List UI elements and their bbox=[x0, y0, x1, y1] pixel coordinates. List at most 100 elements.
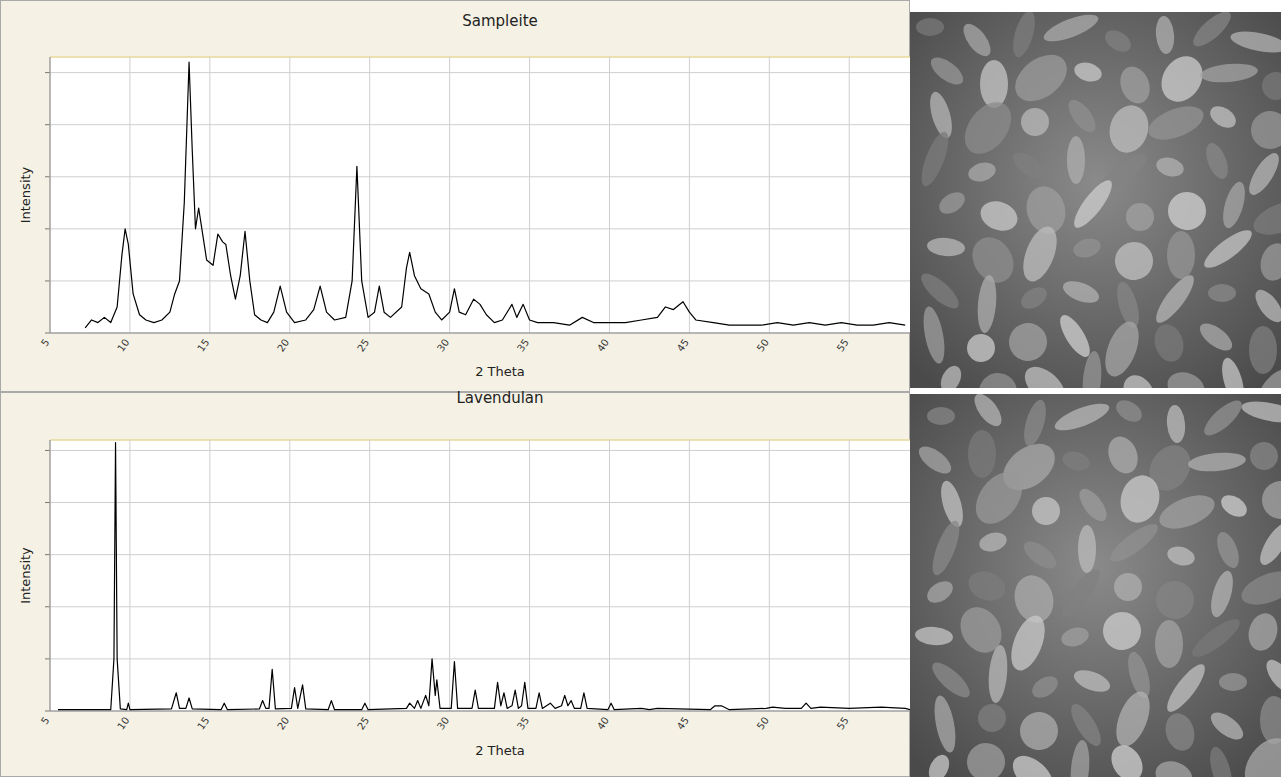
sem-flake bbox=[1103, 432, 1143, 478]
sem-flake bbox=[1244, 436, 1281, 476]
y-axis-title: Intensity bbox=[18, 166, 33, 223]
sem-flake bbox=[916, 268, 964, 313]
sem-flake bbox=[1126, 203, 1154, 231]
sem-flake bbox=[935, 188, 968, 218]
sem-flake bbox=[1144, 100, 1208, 147]
sem-flake bbox=[966, 159, 998, 184]
x-tick-label: 50 bbox=[755, 337, 771, 354]
sem-flake bbox=[955, 93, 1020, 162]
plot-marks bbox=[85, 62, 905, 328]
chart-title: Lavendulan bbox=[456, 389, 543, 407]
sem-flake bbox=[1206, 102, 1239, 132]
sem-flake bbox=[1052, 398, 1113, 436]
pattern-line bbox=[58, 443, 910, 710]
sem-flake bbox=[1020, 397, 1051, 448]
x-tick-label: 45 bbox=[675, 715, 691, 732]
sem-flake bbox=[1007, 321, 1048, 362]
sem-flake bbox=[914, 441, 955, 478]
sem-flake bbox=[980, 60, 1008, 108]
y-grid-line bbox=[50, 450, 910, 451]
sem-flake bbox=[1199, 395, 1247, 440]
sem-flake bbox=[1219, 673, 1247, 691]
x-axis-line bbox=[50, 333, 910, 334]
sem-flake bbox=[966, 463, 1031, 532]
x-grid-line bbox=[689, 440, 690, 711]
sem-flake bbox=[1260, 479, 1281, 520]
y-tick bbox=[45, 280, 50, 281]
sem-texture bbox=[914, 394, 1281, 777]
x-tick-label: 5 bbox=[39, 715, 52, 727]
x-grid-line bbox=[849, 440, 850, 711]
sem-flake bbox=[1160, 184, 1213, 237]
x-grid-line bbox=[50, 57, 51, 333]
sem-image bbox=[910, 12, 1281, 388]
x-grid-line bbox=[369, 440, 370, 711]
sem-flake bbox=[1235, 729, 1281, 777]
y-grid-line bbox=[50, 176, 910, 177]
sem-flake bbox=[976, 274, 999, 333]
x-grid-line bbox=[289, 440, 290, 711]
sem-flake bbox=[1256, 66, 1281, 106]
x-axis-title: 2 Theta bbox=[475, 364, 525, 379]
y-tick bbox=[45, 176, 50, 177]
sem-texture bbox=[916, 12, 1281, 388]
x-grid-line bbox=[289, 57, 290, 333]
x-tick-label: 55 bbox=[835, 337, 851, 354]
x-grid-line bbox=[769, 57, 770, 333]
sem-flake bbox=[1019, 536, 1060, 573]
pattern-line bbox=[85, 62, 905, 328]
sem-flake bbox=[926, 236, 965, 257]
y-tick bbox=[45, 333, 50, 334]
sem-flake bbox=[1163, 367, 1209, 388]
sem-flake bbox=[1229, 28, 1281, 57]
sem-flake bbox=[927, 407, 955, 425]
x-tick-label: 30 bbox=[435, 715, 451, 732]
x-grid-line bbox=[769, 440, 770, 711]
x-tick-label: 20 bbox=[275, 715, 291, 732]
y-grid-line bbox=[50, 711, 910, 712]
sem-flake bbox=[1114, 573, 1142, 601]
sem-flake bbox=[1206, 744, 1237, 777]
sem-flake bbox=[972, 698, 1012, 738]
sem-flake bbox=[1260, 696, 1281, 744]
sem-flake bbox=[1188, 12, 1236, 52]
x-tick-label: 10 bbox=[115, 715, 131, 732]
sem-flake bbox=[1056, 564, 1105, 621]
y-tick bbox=[45, 554, 50, 555]
sem-flake bbox=[1107, 234, 1160, 287]
sem-flake bbox=[1028, 672, 1061, 702]
x-tick-label: 40 bbox=[595, 337, 611, 354]
x-grid-line bbox=[369, 57, 370, 333]
sem-flake bbox=[927, 657, 975, 702]
plot-area bbox=[50, 57, 910, 333]
sem-flake bbox=[1071, 235, 1103, 260]
sem-flake bbox=[1195, 318, 1236, 355]
sem-flake bbox=[1068, 175, 1117, 232]
sem-flake bbox=[931, 694, 960, 754]
sem-flake bbox=[1250, 285, 1281, 326]
sem-flake bbox=[987, 644, 1010, 703]
sem-flake bbox=[1101, 26, 1134, 56]
sem-flake bbox=[1018, 360, 1072, 388]
sem-flake bbox=[1219, 179, 1250, 230]
sem-flake bbox=[1249, 195, 1281, 242]
sem-flake bbox=[1115, 471, 1165, 528]
y-grid-line bbox=[50, 228, 910, 229]
sem-flake bbox=[1161, 710, 1198, 754]
x-grid-line bbox=[529, 57, 530, 333]
y-grid-line bbox=[50, 658, 910, 659]
sem-flake bbox=[1154, 154, 1186, 179]
sem-flake bbox=[1017, 222, 1064, 286]
sem-flake bbox=[1202, 140, 1232, 182]
sem-flake bbox=[968, 430, 996, 478]
sem-flake bbox=[1063, 95, 1100, 136]
y-axis-line bbox=[50, 440, 51, 711]
sem-flake bbox=[964, 566, 1010, 606]
sem-flake bbox=[1256, 240, 1281, 284]
x-grid-line bbox=[449, 57, 450, 333]
y-tick bbox=[45, 124, 50, 125]
sem-flake bbox=[1060, 277, 1102, 307]
sem-flake bbox=[1165, 404, 1186, 443]
x-grid-line bbox=[129, 57, 130, 333]
y-grid-line bbox=[50, 554, 910, 555]
